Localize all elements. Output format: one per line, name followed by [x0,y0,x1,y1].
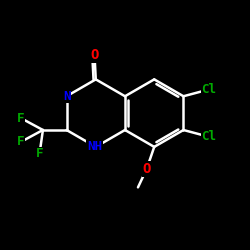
Text: Cl: Cl [201,83,216,96]
Text: F: F [17,112,25,125]
Text: Cl: Cl [201,130,216,143]
Text: N: N [63,90,70,103]
Text: F: F [17,135,25,148]
Text: NH: NH [87,140,102,153]
Text: O: O [90,48,99,62]
Text: F: F [36,147,43,160]
Text: O: O [142,162,151,176]
